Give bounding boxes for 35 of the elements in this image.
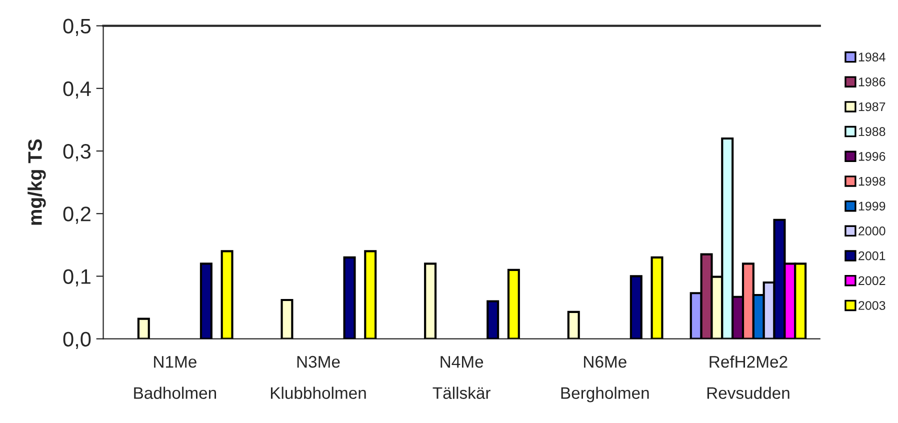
bar	[280, 298, 294, 339]
bar	[507, 268, 520, 339]
y-tick-label: 0,3	[63, 144, 91, 162]
x-tick-label: N6Me Bergholmen	[561, 356, 649, 402]
bar	[343, 256, 356, 339]
bar	[650, 256, 664, 339]
y-tick-label: 0,1	[63, 269, 90, 286]
bar	[567, 310, 580, 339]
legend-label: 1988	[858, 127, 886, 136]
y-axis-title: mg/kg TS	[28, 139, 46, 225]
x-tick-label: RefH2Me2 Revsudden	[707, 356, 790, 399]
x-tick-label: N1Me Badholmen	[134, 356, 216, 399]
y-tick-label: 0,5	[63, 18, 91, 36]
bar	[486, 300, 500, 339]
legend-label: 2002	[858, 276, 886, 286]
legend-label: 1999	[858, 202, 886, 211]
legend-label: 1986	[858, 77, 886, 86]
legend-label: 1987	[858, 102, 886, 112]
x-tick-label: N4Me Tällskär	[432, 356, 490, 399]
legend-label: 2003	[858, 301, 886, 310]
legend-label: 1996	[858, 152, 886, 161]
legend-label: 2001	[858, 251, 886, 260]
bar	[200, 262, 212, 339]
bar	[364, 250, 377, 339]
bar	[220, 250, 234, 339]
y-tick-label: 0,4	[63, 81, 91, 99]
y-tick-label: 0,0	[63, 332, 91, 350]
x-tick-label: N3Me Klubbholmen	[270, 356, 366, 399]
y-tick-label: 0,2	[63, 206, 90, 224]
legend-label: 2000	[858, 226, 886, 236]
bar	[137, 318, 150, 339]
legend-label: 1984	[858, 52, 886, 62]
legend-label: 1998	[858, 176, 886, 186]
bar	[424, 262, 437, 339]
bar	[630, 275, 642, 339]
